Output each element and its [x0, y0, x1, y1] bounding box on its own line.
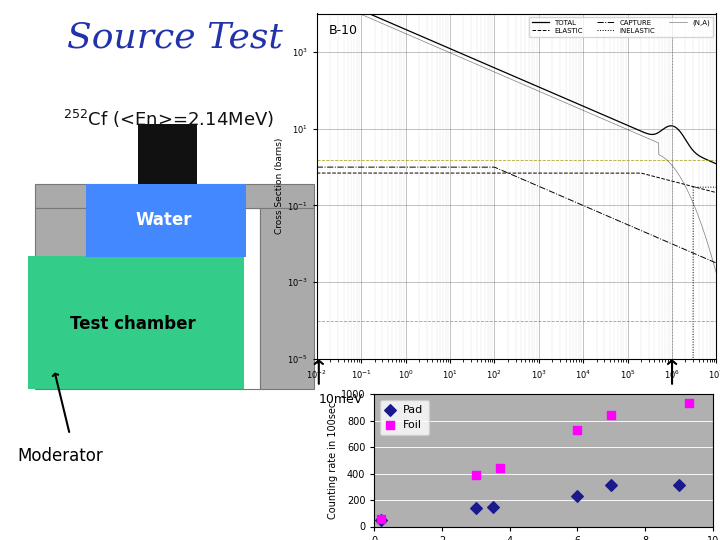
Text: Test chamber: Test chamber [70, 315, 196, 333]
(N,A) [627, 128, 636, 134]
ELASTIC [333, 170, 341, 176]
Bar [35, 184, 315, 208]
Text: 10meV: 10meV [319, 393, 363, 406]
Line: TOTAL: TOTAL [317, 0, 716, 164]
INELASTIC [701, 184, 709, 191]
Text: Water: Water [136, 211, 192, 229]
Pad [470, 504, 482, 512]
ELASTIC [312, 170, 321, 176]
Line: CAPTURE: CAPTURE [317, 167, 716, 263]
Text: $^{252}$Cf (<En>=2.14MeV): $^{252}$Cf (<En>=2.14MeV) [63, 108, 274, 130]
Text: 1MeV: 1MeV [675, 393, 709, 406]
TOTAL [333, 0, 341, 3]
Y-axis label: Counting rate in 100sec: Counting rate in 100sec [328, 402, 338, 519]
TOTAL [496, 68, 505, 74]
TOTAL [507, 72, 516, 78]
Pad [375, 516, 387, 524]
ELASTIC [701, 186, 709, 193]
(N,A) [333, 1, 341, 7]
ELASTIC [712, 190, 720, 196]
Foil [494, 464, 505, 472]
Foil [572, 426, 583, 434]
ELASTIC [627, 170, 636, 176]
Foil [470, 470, 482, 479]
ELASTIC [496, 170, 505, 176]
ELASTIC [507, 170, 516, 176]
Pad [673, 481, 685, 490]
(N,A) [712, 270, 720, 276]
Text: B-10: B-10 [329, 24, 358, 37]
Bar [35, 208, 86, 389]
Bar [86, 184, 246, 256]
Bar [138, 124, 197, 186]
TOTAL [701, 156, 709, 162]
CAPTURE [496, 166, 505, 173]
Line: ELASTIC: ELASTIC [317, 173, 716, 193]
(N,A) [496, 71, 505, 78]
TOTAL [627, 124, 636, 130]
(N,A) [701, 231, 709, 238]
INELASTIC [701, 184, 709, 191]
CAPTURE [701, 255, 709, 261]
Foil [375, 514, 387, 523]
(N,A) [507, 76, 516, 83]
CAPTURE [701, 255, 709, 261]
Text: Source Test: Source Test [67, 21, 282, 55]
INELASTIC [689, 184, 698, 191]
Bar [28, 256, 245, 389]
CAPTURE [627, 223, 636, 230]
Bar [260, 208, 314, 389]
Y-axis label: Cross Section (barns): Cross Section (barns) [275, 138, 284, 234]
Pad [572, 492, 583, 501]
Legend: Pad, Foil: Pad, Foil [380, 400, 429, 435]
Text: Moderator: Moderator [17, 447, 103, 465]
Line: (N,A): (N,A) [317, 0, 716, 273]
ELASTIC [701, 186, 709, 193]
INELASTIC [712, 184, 720, 191]
Legend: TOTAL, ELASTIC, CAPTURE, INELASTIC, (N,A): TOTAL, ELASTIC, CAPTURE, INELASTIC, (N,A… [529, 17, 713, 37]
Pad [487, 503, 499, 511]
Line: INELASTIC: INELASTIC [317, 187, 716, 540]
CAPTURE [333, 164, 341, 170]
CAPTURE [507, 171, 516, 178]
CAPTURE [312, 164, 321, 170]
Foil [683, 399, 695, 408]
TOTAL [701, 156, 709, 162]
Bar [86, 208, 260, 389]
Pad [606, 481, 617, 490]
CAPTURE [712, 260, 720, 266]
TOTAL [712, 160, 720, 167]
(N,A) [701, 231, 709, 237]
Foil [606, 411, 617, 420]
Text: Energy (eV): Energy (eV) [447, 395, 562, 414]
